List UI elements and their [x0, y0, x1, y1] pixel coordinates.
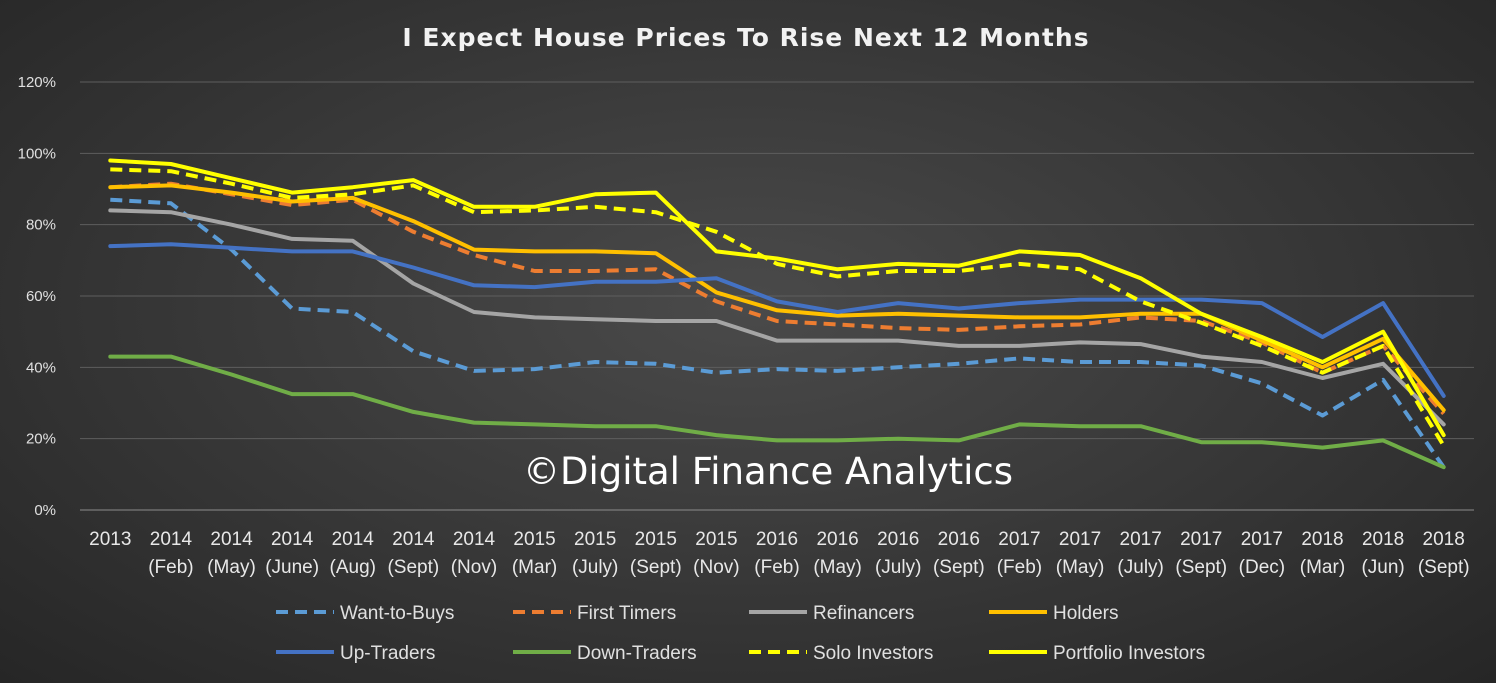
- x-tick-label: 2018 (Mar): [1300, 529, 1345, 578]
- legend: Want-to-Buys First Timers Refinancers Holde…: [276, 603, 1205, 664]
- y-tick-label: 20%: [26, 431, 56, 448]
- legend-label-refinancers: Refinancers: [813, 603, 914, 624]
- x-tick-label: 2018 (Jun): [1361, 529, 1404, 578]
- series-line-down-traders: [108, 354, 1446, 470]
- x-tick-label: 2018 (Sept): [1418, 529, 1470, 578]
- series-line-up-traders: [108, 242, 1446, 398]
- y-tick-label: 0%: [34, 502, 56, 519]
- y-tick-label: 100%: [18, 145, 56, 162]
- series-group: [108, 158, 1446, 470]
- legend-label-solo-investors: Solo Investors: [813, 643, 933, 664]
- x-tick-label: 2017 (July): [1117, 529, 1163, 578]
- x-tick-label: 2017 (Dec): [1239, 529, 1285, 578]
- x-tick-label: 2015 (July): [572, 529, 618, 578]
- series-line-refinancers: [108, 208, 1446, 427]
- x-tick-label: 2014 (Aug): [330, 529, 376, 578]
- x-tick-label: 2016 (Feb): [754, 529, 799, 578]
- x-axis: 2013 2014 (Feb) 2014 (May)2014 (June)2014 (Aug…: [89, 529, 1469, 578]
- chart-title: I Expect House Prices To Rise Next 12 Mo…: [402, 23, 1089, 52]
- y-tick-label: 80%: [26, 217, 56, 234]
- x-tick-label: 2014 (June): [265, 529, 319, 578]
- x-tick-label: 2015 (Sept): [630, 529, 682, 578]
- series-line-holders: [108, 183, 1446, 413]
- y-tick-label: 60%: [26, 288, 56, 305]
- x-tick-label: 2015 (Mar): [512, 529, 557, 578]
- x-tick-label: 2013: [89, 529, 131, 550]
- x-tick-label: 2017 (May): [1056, 529, 1105, 578]
- legend-label-down-traders: Down-Traders: [577, 643, 697, 664]
- legend-label-want-to-buys: Want-to-Buys: [340, 603, 454, 624]
- x-tick-label: 2014 (May): [207, 529, 256, 578]
- x-tick-label: 2014 (Sept): [387, 529, 439, 578]
- x-tick-label: 2016 (Sept): [933, 529, 985, 578]
- x-tick-label: 2016 (May): [813, 529, 862, 578]
- x-tick-label: 2014 (Nov): [451, 529, 497, 578]
- x-tick-label: 2017 (Sept): [1175, 529, 1227, 578]
- legend-label-first-timers: First Timers: [577, 603, 676, 624]
- series-line-first-timers: [110, 181, 1446, 416]
- gridlines: [80, 81, 1474, 511]
- series-line-solo-investors: [110, 167, 1446, 447]
- legend-label-portfolio-investors: Portfolio Investors: [1053, 643, 1205, 664]
- y-tick-label: 120%: [18, 74, 56, 91]
- y-axis: 0% 20% 40% 60% 80% 100% 120%: [18, 74, 56, 519]
- series-line-want-to-buys: [110, 197, 1446, 469]
- x-tick-label: 2016 (July): [875, 529, 921, 578]
- x-tick-label: 2015 (Nov): [693, 529, 739, 578]
- legend-label-holders: Holders: [1053, 603, 1118, 624]
- x-tick-label: 2017 (Feb): [997, 529, 1042, 578]
- series-line-portfolio-investors: [108, 158, 1446, 438]
- x-tick-label: 2014 (Feb): [148, 529, 193, 578]
- legend-label-up-traders: Up-Traders: [340, 643, 435, 664]
- y-tick-label: 40%: [26, 359, 56, 376]
- watermark: ©Digital Finance Analytics: [523, 450, 1013, 493]
